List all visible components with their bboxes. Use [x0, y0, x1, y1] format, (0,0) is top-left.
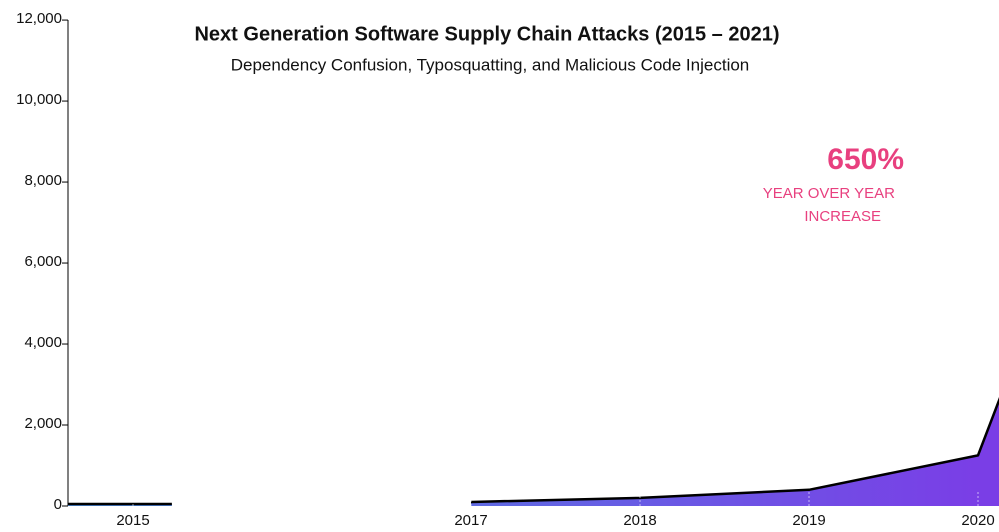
chart-title: Next Generation Software Supply Chain At… — [194, 23, 779, 45]
y-tick-label: 6,000 — [24, 253, 62, 270]
x-tick-label: 2015 — [116, 512, 149, 529]
y-tick-label: 8,000 — [24, 172, 62, 189]
annotation-line: YEAR OVER YEAR — [763, 185, 895, 202]
y-tick-label: 0 — [54, 496, 62, 513]
x-tick-label: 2017 — [454, 512, 487, 529]
annotation-line: INCREASE — [804, 208, 881, 225]
y-tick-label: 2,000 — [24, 415, 62, 432]
y-tick-label: 12,000 — [16, 10, 62, 27]
line — [68, 397, 999, 506]
x-tick-label: 2019 — [792, 512, 825, 529]
area — [68, 400, 999, 506]
y-tick-label: 4,000 — [24, 334, 62, 351]
x-tick-label: 2020 — [961, 512, 994, 529]
annotation-headline: 650% — [827, 143, 904, 176]
x-tick-label: 2018 — [623, 512, 656, 529]
chart-subtitle: Dependency Confusion, Typosquatting, and… — [231, 55, 750, 74]
y-tick-label: 10,000 — [16, 91, 62, 108]
